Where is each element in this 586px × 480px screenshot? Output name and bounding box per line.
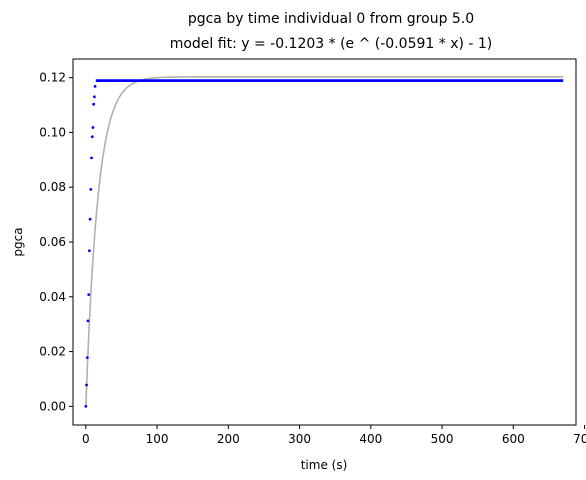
chart-subtitle: model fit: y = -0.1203 * (e ^ (-0.0591 *… bbox=[170, 36, 493, 52]
x-axis-ticks: 0 100 200 300 400 500 600 700 bbox=[82, 425, 586, 446]
data-points-layer bbox=[84, 79, 564, 408]
data-point bbox=[87, 293, 91, 296]
fit-curve-layer bbox=[85, 76, 564, 407]
data-point bbox=[89, 188, 93, 191]
data-point bbox=[92, 95, 96, 99]
y-tick-label: 0.02 bbox=[39, 345, 66, 359]
x-tick-label: 400 bbox=[359, 432, 382, 446]
model-fit-line bbox=[85, 76, 564, 407]
y-tick-label: 0.06 bbox=[39, 235, 66, 249]
chart-title: pgca by time individual 0 from group 5.0 bbox=[188, 11, 474, 27]
plot-frame bbox=[72, 58, 577, 426]
data-point bbox=[87, 249, 91, 253]
data-point bbox=[85, 383, 88, 387]
data-point bbox=[86, 319, 90, 323]
x-tick-label: 700 bbox=[573, 432, 586, 446]
x-axis-label: time (s) bbox=[301, 458, 348, 472]
data-point bbox=[90, 135, 94, 139]
data-point bbox=[91, 126, 95, 129]
y-tick-label: 0.04 bbox=[39, 290, 66, 304]
data-point bbox=[84, 404, 88, 408]
x-tick-label: 200 bbox=[217, 432, 240, 446]
y-tick-label: 0.12 bbox=[39, 71, 66, 85]
data-point bbox=[90, 156, 93, 160]
data-point bbox=[92, 102, 96, 106]
y-tick-label: 0.10 bbox=[39, 125, 66, 139]
x-tick-label: 600 bbox=[502, 432, 525, 446]
x-tick-label: 100 bbox=[146, 432, 169, 446]
data-point bbox=[93, 84, 97, 88]
data-point bbox=[85, 356, 89, 360]
y-axis-ticks: 0.00 0.02 0.04 0.06 0.08 0.10 0.12 bbox=[39, 71, 73, 413]
y-tick-label: 0.00 bbox=[39, 399, 66, 413]
y-tick-label: 0.08 bbox=[39, 180, 66, 194]
x-tick-label: 300 bbox=[288, 432, 311, 446]
x-tick-label: 0 bbox=[82, 432, 90, 446]
data-point bbox=[88, 217, 92, 221]
y-axis-label: pgca bbox=[11, 227, 25, 256]
x-tick-label: 500 bbox=[431, 432, 454, 446]
